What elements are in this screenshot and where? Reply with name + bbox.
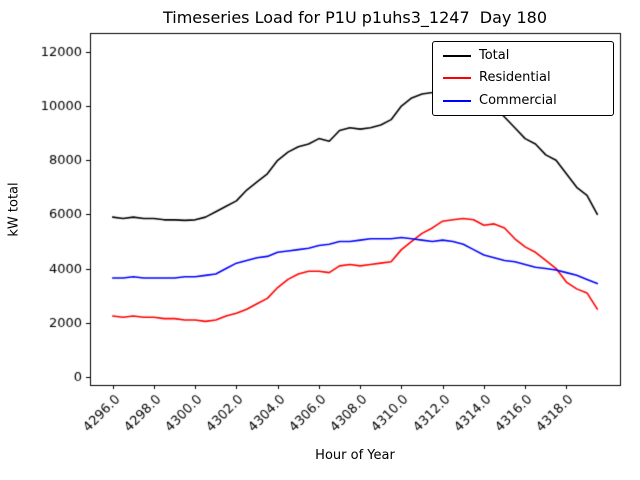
y-axis-label: kW total — [6, 182, 22, 237]
legend: Total Residential Commercial — [432, 41, 614, 116]
legend-line-sample — [443, 55, 471, 58]
legend-label: Commercial — [479, 92, 557, 108]
legend-label: Total — [479, 48, 510, 63]
legend-entry: Residential — [443, 70, 603, 86]
legend-entry: Commercial — [443, 92, 603, 108]
legend-label: Residential — [479, 70, 551, 86]
legend-entry: Total — [443, 48, 603, 63]
x-axis-label: Hour of Year — [315, 448, 395, 463]
chart-title: Timeseries Load for P1U p1uhs3_1247 Day … — [162, 8, 548, 27]
legend-line-sample — [443, 99, 471, 102]
legend-line-sample — [443, 77, 471, 80]
